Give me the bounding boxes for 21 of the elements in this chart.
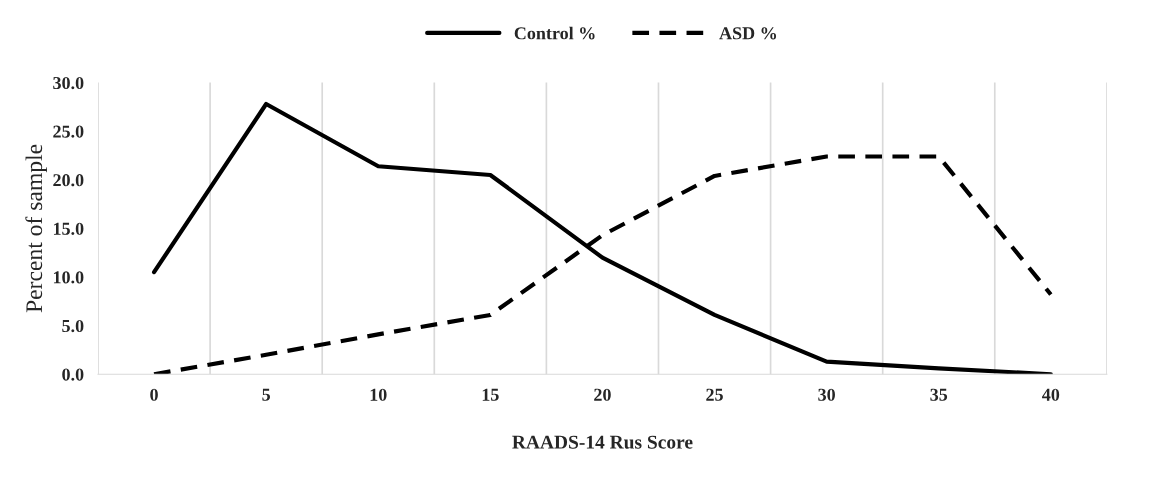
line-series — [151, 101, 1053, 375]
x-tick-label: 25 — [706, 388, 723, 401]
x-tick-label: 40 — [1042, 388, 1060, 401]
x-tick-label: 20 — [594, 388, 611, 401]
legend-label: ASD % — [719, 27, 777, 40]
y-tick-label: 10.0 — [53, 271, 84, 284]
legend-label: Control % — [514, 26, 595, 40]
y-tick-label: 5.0 — [62, 319, 84, 333]
x-tick-label: 10 — [370, 388, 387, 401]
y-axis-title: Percent of sample — [25, 144, 47, 313]
x-tick-label: 0 — [150, 388, 158, 401]
x-tick-label: 30 — [818, 388, 835, 401]
y-tick-label: 25.0 — [53, 125, 84, 138]
y-tick-label: 15.0 — [53, 222, 84, 235]
y-tick-label: 0.0 — [62, 368, 84, 381]
x-tick-label: 15 — [482, 388, 499, 401]
y-tick-label: 30.0 — [53, 76, 84, 90]
y-tick-label: 20.0 — [53, 174, 84, 187]
x-tick-label: 5 — [262, 388, 270, 401]
x-tick-label: 35 — [930, 388, 948, 401]
x-axis-title: RAADS-14 Rus Score — [512, 435, 693, 449]
